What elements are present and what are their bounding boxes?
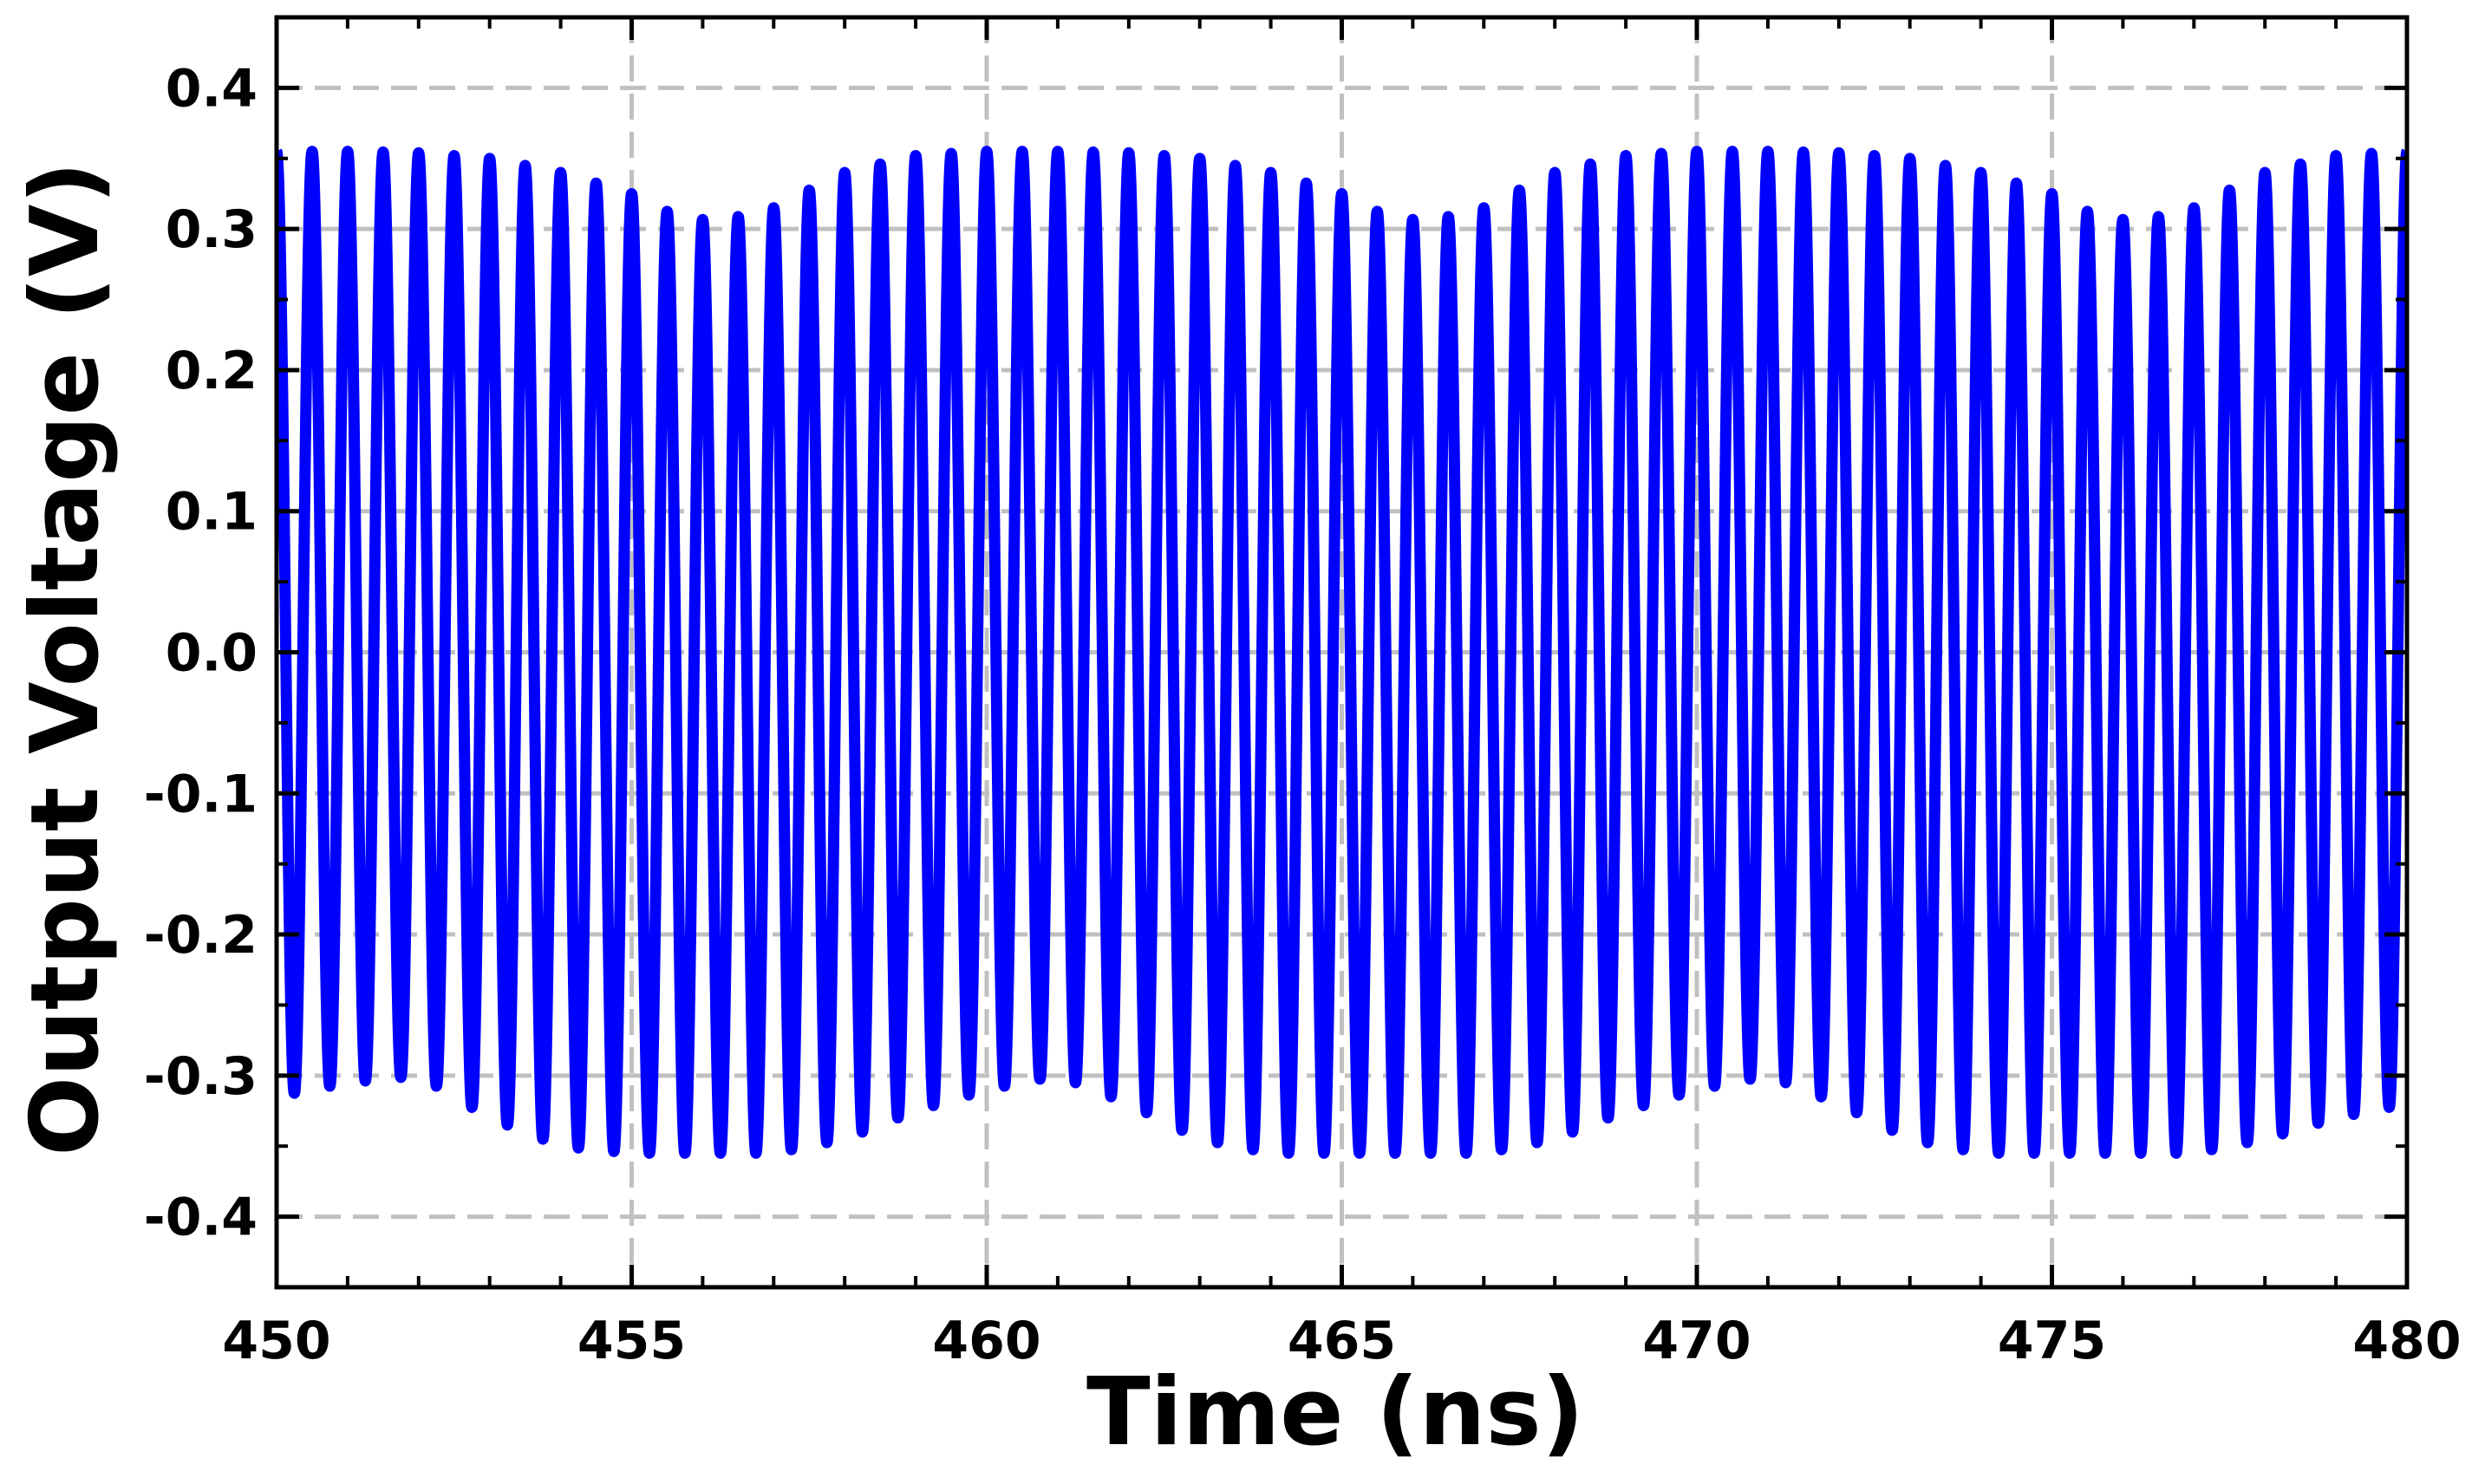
x-tick-label: 480 — [2352, 1311, 2461, 1371]
y-tick-label: -0.4 — [144, 1188, 258, 1248]
x-tick-label: 455 — [577, 1311, 686, 1371]
y-tick-label: 0.2 — [166, 341, 258, 401]
x-tick-label: 460 — [932, 1311, 1040, 1371]
y-axis-title: Output Voltage (V) — [11, 161, 120, 1156]
y-tick-label: -0.3 — [144, 1046, 258, 1107]
y-tick-label: 0.3 — [166, 199, 258, 260]
y-tick-label: -0.1 — [144, 764, 258, 824]
y-tick-label: 0.1 — [166, 482, 258, 543]
plot-area — [277, 146, 2407, 1159]
y-tick-label: -0.2 — [144, 905, 258, 966]
y-tick-label: 0.4 — [166, 58, 258, 119]
x-tick-label: 475 — [1998, 1311, 2106, 1371]
axes — [274, 15, 2410, 1290]
x-tick-label: 470 — [1642, 1311, 1751, 1371]
series-line-0 — [277, 146, 2407, 1159]
x-axis-title: Time (ns) — [1086, 1358, 1584, 1467]
x-tick-label: 465 — [1288, 1311, 1396, 1371]
x-tick-label: 450 — [222, 1311, 330, 1371]
y-tick-label: 0.0 — [166, 623, 258, 684]
tick-labels: 450 455 460 465 470 475 480 -0.4 -0.3 -0.2 -0.1 0.0… — [144, 58, 2462, 1371]
